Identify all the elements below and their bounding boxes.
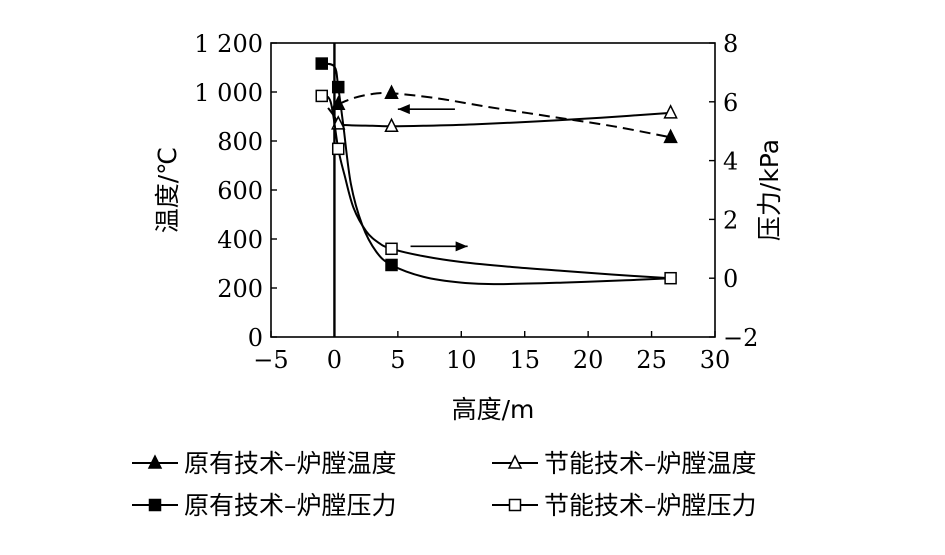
y-right-tick-label: −2: [723, 324, 758, 352]
x-tick-label: 10: [446, 346, 477, 374]
annotation-layer: [397, 104, 468, 252]
data-point: [315, 89, 328, 103]
x-tick-label: 25: [636, 346, 667, 374]
series-layer: [315, 57, 678, 286]
y-left-tick-label: 800: [217, 128, 263, 156]
y-left-tick-label: 400: [217, 226, 263, 254]
y-left-tick-label: 1 200: [194, 30, 263, 58]
series-line: [327, 107, 671, 128]
x-tick-label: 30: [700, 346, 731, 374]
legend-marker: [147, 454, 163, 469]
arrow-right-icon: [410, 241, 468, 252]
legend-marker: [507, 454, 523, 469]
x-tick-label: 5: [390, 346, 405, 374]
y-right-tick-label: 4: [723, 148, 738, 176]
x-tick-label: 0: [327, 346, 342, 374]
legend-item: 原有技术–炉膛压力: [132, 491, 397, 520]
legend-item: 节能技术–炉膛温度: [492, 449, 757, 478]
y-right-tick-label: 6: [723, 89, 738, 117]
y-right-tick-label: 0: [723, 265, 738, 293]
y-right-tick-label: 2: [723, 206, 738, 234]
series-line: [321, 62, 671, 286]
x-axis-title: 高度/m: [452, 395, 535, 424]
arrow-left-icon: [397, 104, 455, 115]
legend-marker: [508, 498, 522, 512]
data-point: [315, 57, 328, 70]
x-tick-label: 15: [509, 346, 540, 374]
series-line: [337, 91, 671, 139]
y-left-tick-label: 200: [217, 275, 263, 303]
series-2: [327, 104, 678, 133]
legend-item: 节能技术–炉膛压力: [492, 491, 757, 520]
x-tick-label: 20: [573, 346, 604, 374]
data-point: [331, 80, 345, 94]
legend-label: 原有技术–炉膛温度: [184, 449, 397, 478]
data-point: [664, 271, 677, 285]
legend-label: 原有技术–炉膛压力: [184, 491, 397, 520]
series-3: [315, 57, 671, 286]
data-point: [384, 117, 399, 133]
y-left-tick-label: 1 000: [194, 79, 263, 107]
legend-label: 节能技术–炉膛压力: [544, 491, 757, 520]
y-axis-left-title: 温度/℃: [153, 147, 182, 234]
legend-marker: [148, 498, 162, 512]
data-point: [663, 128, 678, 144]
data-point: [331, 142, 345, 156]
data-point: [385, 258, 398, 272]
x-axis: −5 0 5 10 15 20 25 30: [253, 331, 730, 374]
legend-label: 节能技术–炉膛温度: [544, 449, 757, 478]
data-point: [384, 84, 399, 99]
x-tick-label: −5: [253, 346, 288, 374]
data-point: [663, 104, 678, 119]
series-4: [315, 89, 677, 285]
y-axis-right-title: 压力/kPa: [755, 139, 784, 241]
legend-item: 原有技术–炉膛温度: [132, 449, 397, 478]
y-left-tick-label: 0: [248, 324, 263, 352]
series-1: [331, 84, 678, 144]
y-left-tick-label: 600: [217, 177, 263, 205]
data-point: [385, 242, 398, 256]
y-axis-left: 0 200 400 600 800 1 000 1 200: [194, 30, 277, 352]
y-axis-right: −2 0 2 4 6 8: [709, 30, 758, 352]
y-right-tick-label: 8: [723, 30, 738, 58]
